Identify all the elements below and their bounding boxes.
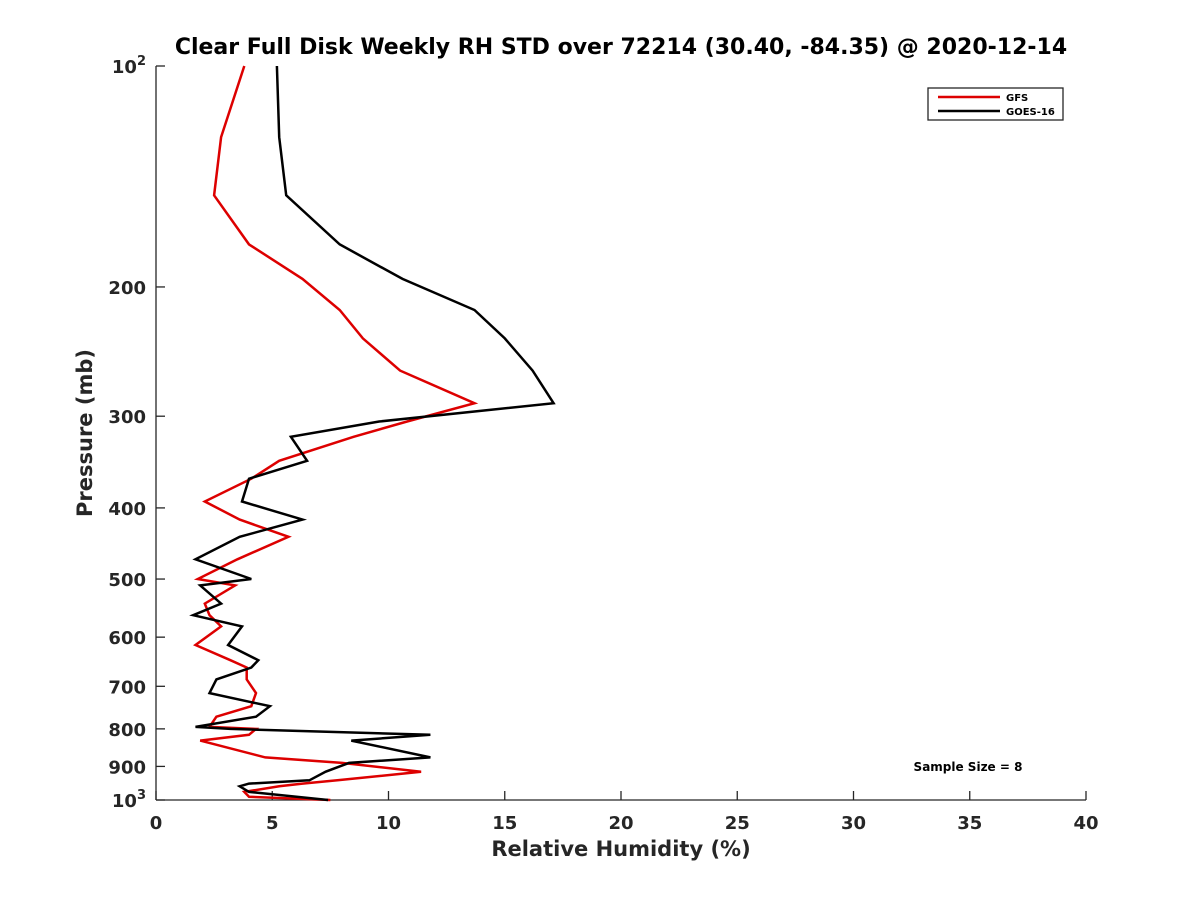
y-axis-label: Pressure (mb) <box>73 349 97 517</box>
x-ticks: 0 5 10 15 20 25 30 35 40 <box>150 791 1099 834</box>
legend-box <box>927 87 1064 121</box>
x-tick-label: 15 <box>492 813 517 834</box>
y-ticks: 102 200 300 400 500 600 700 800 900 103 <box>108 54 165 812</box>
x-tick-label: 0 <box>150 813 163 834</box>
y-tick-label: 800 <box>108 720 146 741</box>
y-tick-label: 400 <box>108 499 146 520</box>
x-tick-label: 35 <box>957 813 982 834</box>
x-tick-label: 5 <box>266 813 279 834</box>
x-tick-label: 40 <box>1073 813 1098 834</box>
sample-size-annotation: Sample Size = 8 <box>914 760 1023 774</box>
y-tick-label: 102 <box>112 54 146 78</box>
legend-label-goes16: GOES-16 <box>1006 107 1055 118</box>
chart-title: Clear Full Disk Weekly RH STD over 72214… <box>175 35 1067 60</box>
legend-label-gfs: GFS <box>1006 93 1028 104</box>
series-line-goes16 <box>189 65 556 802</box>
y-tick-label: 900 <box>108 757 146 778</box>
y-tick-label: 600 <box>108 628 146 649</box>
x-tick-label: 30 <box>841 813 866 834</box>
y-tick-label: 103 <box>112 788 146 812</box>
y-tick-label: 200 <box>108 278 146 299</box>
x-tick-label: 10 <box>376 813 401 834</box>
y-tick-label: 700 <box>108 677 146 698</box>
x-axis-label: Relative Humidity (%) <box>491 837 750 861</box>
x-tick-label: 25 <box>725 813 750 834</box>
x-tick-label: 20 <box>608 813 633 834</box>
series-lines <box>189 65 556 802</box>
legend: GFS GOES-16 <box>927 87 1064 121</box>
y-tick-label: 500 <box>108 570 146 591</box>
y-tick-label: 300 <box>108 407 146 428</box>
